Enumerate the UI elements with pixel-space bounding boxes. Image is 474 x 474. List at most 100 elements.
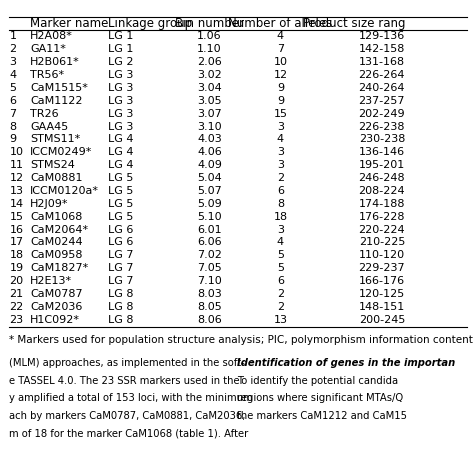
Text: 226-264: 226-264: [358, 70, 405, 80]
Text: e TASSEL 4.0. The 23 SSR markers used in the: e TASSEL 4.0. The 23 SSR markers used in…: [9, 376, 240, 386]
Text: 21: 21: [9, 289, 24, 299]
Text: LG 7: LG 7: [108, 276, 133, 286]
Text: H1C092*: H1C092*: [30, 315, 80, 325]
Text: LG 6: LG 6: [108, 237, 133, 247]
Text: Linkage group: Linkage group: [108, 17, 192, 30]
Text: 4: 4: [277, 135, 284, 145]
Text: 7: 7: [277, 44, 284, 55]
Text: 230-238: 230-238: [359, 135, 405, 145]
Text: y amplified a total of 153 loci, with the minimum: y amplified a total of 153 loci, with th…: [9, 393, 253, 403]
Text: 4: 4: [277, 31, 284, 41]
Text: 8.06: 8.06: [197, 315, 222, 325]
Text: 3: 3: [277, 147, 284, 157]
Text: 16: 16: [9, 225, 24, 235]
Text: LG 4: LG 4: [108, 147, 133, 157]
Text: H2J09*: H2J09*: [30, 199, 69, 209]
Text: 14: 14: [9, 199, 24, 209]
Text: CaM2036: CaM2036: [30, 302, 82, 312]
Text: 3: 3: [277, 225, 284, 235]
Text: 174-188: 174-188: [358, 199, 405, 209]
Text: 17: 17: [9, 237, 24, 247]
Text: LG 3: LG 3: [108, 83, 133, 93]
Text: LG 8: LG 8: [108, 289, 133, 299]
Text: TR26: TR26: [30, 109, 59, 118]
Text: LG 3: LG 3: [108, 109, 133, 118]
Text: 12: 12: [273, 70, 288, 80]
Text: 5: 5: [277, 263, 284, 273]
Text: STMS24: STMS24: [30, 160, 75, 170]
Text: LG 3: LG 3: [108, 70, 133, 80]
Text: GA11*: GA11*: [30, 44, 66, 55]
Text: regions where significant MTAs/Q: regions where significant MTAs/Q: [237, 393, 403, 403]
Text: 1: 1: [9, 31, 17, 41]
Text: 13: 13: [273, 315, 288, 325]
Text: 220-224: 220-224: [358, 225, 405, 235]
Text: CaM0881: CaM0881: [30, 173, 82, 183]
Text: 9: 9: [9, 135, 17, 145]
Text: 7.05: 7.05: [197, 263, 222, 273]
Text: 1.06: 1.06: [197, 31, 222, 41]
Text: CaM1068: CaM1068: [30, 212, 82, 222]
Text: 6: 6: [277, 186, 284, 196]
Text: m of 18 for the marker CaM1068 (table 1). After: m of 18 for the marker CaM1068 (table 1)…: [9, 428, 249, 438]
Text: Number of alleles: Number of alleles: [228, 17, 333, 30]
Text: CaM0244: CaM0244: [30, 237, 82, 247]
Text: 3.05: 3.05: [197, 96, 222, 106]
Text: 4.09: 4.09: [197, 160, 222, 170]
Text: H2B061*: H2B061*: [30, 57, 80, 67]
Text: 166-176: 166-176: [359, 276, 405, 286]
Text: 131-168: 131-168: [359, 57, 405, 67]
Text: 23: 23: [9, 315, 24, 325]
Text: 5: 5: [277, 250, 284, 260]
Text: 129-136: 129-136: [359, 31, 405, 41]
Text: 226-238: 226-238: [358, 121, 405, 131]
Text: LG 4: LG 4: [108, 160, 133, 170]
Text: 13: 13: [9, 186, 24, 196]
Text: 8: 8: [277, 199, 284, 209]
Text: Marker name: Marker name: [30, 17, 109, 30]
Text: 110-120: 110-120: [359, 250, 405, 260]
Text: CaM1122: CaM1122: [30, 96, 82, 106]
Text: LG 8: LG 8: [108, 302, 133, 312]
Text: 5.09: 5.09: [197, 199, 222, 209]
Text: * Markers used for population structure analysis; PIC, polymorphism information : * Markers used for population structure …: [9, 336, 474, 346]
Text: 240-264: 240-264: [358, 83, 405, 93]
Text: 5: 5: [9, 83, 17, 93]
Text: 10: 10: [9, 147, 24, 157]
Text: (MLM) approaches, as implemented in the soft-: (MLM) approaches, as implemented in the …: [9, 358, 245, 368]
Text: 6.01: 6.01: [197, 225, 222, 235]
Text: H2E13*: H2E13*: [30, 276, 72, 286]
Text: LG 7: LG 7: [108, 263, 133, 273]
Text: ach by markers CaM0787, CaM0881, CaM2036,: ach by markers CaM0787, CaM0881, CaM2036…: [9, 411, 246, 421]
Text: GAA45: GAA45: [30, 121, 68, 131]
Text: Identification of genes in the importan: Identification of genes in the importan: [237, 358, 455, 368]
Text: 8.03: 8.03: [197, 289, 222, 299]
Text: H2A08*: H2A08*: [30, 31, 73, 41]
Text: 6.06: 6.06: [197, 237, 222, 247]
Text: Product size rang: Product size rang: [302, 17, 405, 30]
Text: CaM2064*: CaM2064*: [30, 225, 88, 235]
Text: 11: 11: [9, 160, 24, 170]
Text: 5.10: 5.10: [197, 212, 222, 222]
Text: CaM0787: CaM0787: [30, 289, 82, 299]
Text: 2: 2: [9, 44, 17, 55]
Text: LG 5: LG 5: [108, 186, 133, 196]
Text: 2: 2: [277, 173, 284, 183]
Text: LG 1: LG 1: [108, 44, 133, 55]
Text: 2: 2: [277, 302, 284, 312]
Text: LG 3: LG 3: [108, 96, 133, 106]
Text: 120-125: 120-125: [359, 289, 405, 299]
Text: 3.04: 3.04: [197, 83, 222, 93]
Text: Bin number: Bin number: [175, 17, 244, 30]
Text: 246-248: 246-248: [358, 173, 405, 183]
Text: 7.10: 7.10: [197, 276, 222, 286]
Text: 15: 15: [273, 109, 288, 118]
Text: LG 1: LG 1: [108, 31, 133, 41]
Text: 8: 8: [9, 121, 17, 131]
Text: 20: 20: [9, 276, 24, 286]
Text: 10: 10: [273, 57, 288, 67]
Text: TR56*: TR56*: [30, 70, 64, 80]
Text: LG 4: LG 4: [108, 135, 133, 145]
Text: 18: 18: [9, 250, 24, 260]
Text: 9: 9: [277, 83, 284, 93]
